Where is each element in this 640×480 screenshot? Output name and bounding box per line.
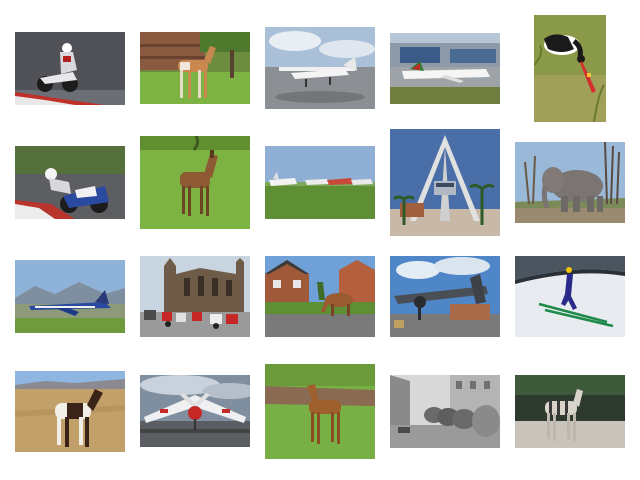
thumbnail-light-aircraft-row — [265, 146, 375, 219]
thumbnail-airport-tower — [390, 129, 500, 236]
thumbnail-airliner — [390, 33, 500, 104]
thumbnail-elephant — [515, 142, 625, 223]
thumbnail-small-airplane — [265, 27, 375, 109]
thumbnail-saddle-billed-stork — [534, 15, 606, 122]
thumbnail-zebra-foal — [515, 375, 625, 448]
thumbnail-scooters-church — [140, 256, 250, 337]
thumbnail-ski-jumper — [515, 256, 625, 337]
thumbnail-motorcycle-racer-leaning — [15, 146, 125, 219]
thumbnail-pinto-horse — [15, 371, 125, 452]
thumbnail-horse-grazing — [265, 256, 375, 337]
thumbnail-jet-fighter — [15, 260, 125, 333]
thumbnail-motorcycle-racer — [15, 32, 125, 105]
thumbnail-elephants-street — [390, 375, 500, 448]
thumbnail-chestnut-foal — [265, 364, 375, 459]
thumbnail-foal — [140, 32, 250, 104]
thumbnail-propeller-plane-front — [140, 375, 250, 447]
thumbnail-brown-foal — [140, 136, 250, 229]
thumbnail-vintage-airplane — [390, 256, 500, 337]
